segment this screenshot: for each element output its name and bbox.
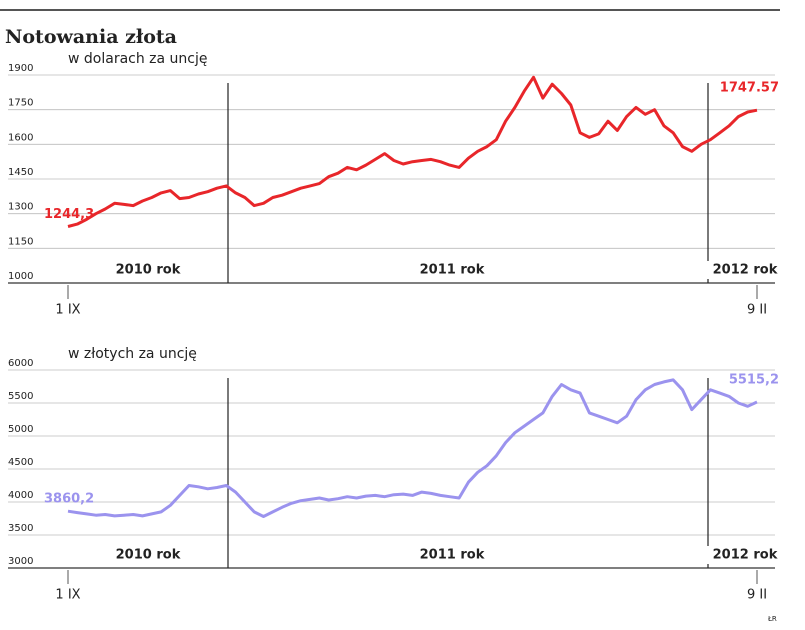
value-label: 5515,2 — [729, 372, 779, 387]
year-label: 2011 rok — [420, 548, 485, 563]
annotation-bg — [707, 546, 783, 564]
x-tick-label: 9 II — [747, 588, 767, 603]
y-tick-label: 5000 — [8, 424, 33, 435]
annotation-bg — [414, 261, 490, 279]
annotation-bg — [110, 546, 186, 564]
line — [67, 378, 758, 518]
y-tick-label: 1600 — [8, 132, 33, 143]
y-tick-label: 1150 — [8, 236, 33, 247]
y-tick-label: 1450 — [8, 167, 33, 178]
year-label: 2010 rok — [116, 263, 181, 278]
x-tick-label: 1 IX — [55, 588, 80, 603]
y-tick-label: 4000 — [8, 490, 33, 501]
annotation-bg — [414, 546, 490, 564]
title: Notowania złota — [5, 26, 177, 48]
annotation-bg — [707, 261, 783, 279]
y-tick-label: 1900 — [8, 63, 33, 74]
annotation-bg — [110, 261, 186, 279]
value-label: 1244,3 — [44, 207, 94, 222]
y-tick-label: 3500 — [8, 523, 33, 534]
credit: ŁR — [767, 615, 777, 623]
year-label: 2012 rok — [713, 548, 778, 563]
y-tick-label: 6000 — [8, 358, 33, 369]
year-label: 2010 rok — [116, 548, 181, 563]
y-tick-label: 1000 — [8, 271, 33, 282]
y-tick-label: 1300 — [8, 202, 33, 213]
y-tick-label: 3000 — [8, 556, 33, 567]
year-label: 2012 rok — [713, 263, 778, 278]
value-label: 3860,2 — [44, 492, 94, 507]
subtitle: w złotych za uncję — [68, 346, 197, 362]
year-label: 2011 rok — [420, 263, 485, 278]
y-tick-label: 1750 — [8, 98, 33, 109]
y-tick-label: 4500 — [8, 457, 33, 468]
x-tick-label: 1 IX — [55, 303, 80, 318]
value-label: 1747.57 — [720, 81, 779, 96]
x-tick-label: 9 II — [747, 303, 767, 318]
y-tick-label: 5500 — [8, 391, 33, 402]
line — [67, 75, 758, 228]
subtitle: w dolarach za uncję — [68, 51, 208, 67]
